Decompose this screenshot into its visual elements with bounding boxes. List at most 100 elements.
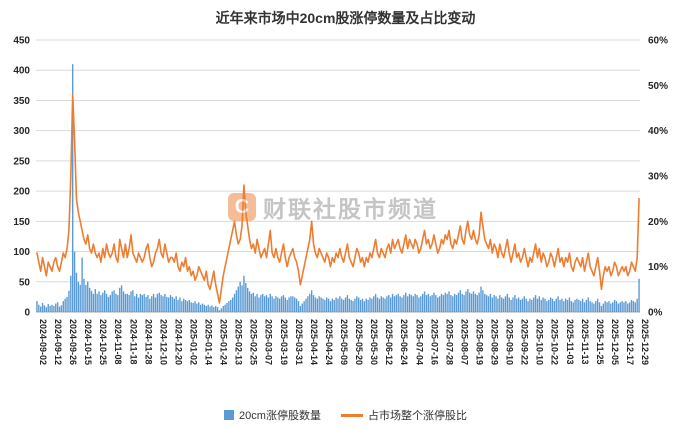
bar xyxy=(73,251,76,312)
bar xyxy=(378,298,381,312)
bar xyxy=(295,298,298,312)
chart-legend: 20cm涨停股数量 占市场整个涨停股比 xyxy=(0,407,691,423)
bar xyxy=(369,297,371,312)
bar xyxy=(203,304,206,312)
bar xyxy=(440,293,443,312)
bar xyxy=(457,292,460,312)
bar xyxy=(235,290,238,312)
bar xyxy=(516,298,518,312)
right-axis-tick-label: 0% xyxy=(648,308,663,319)
bar xyxy=(198,302,200,312)
x-axis-tick-label: 2025-11-13 xyxy=(580,319,590,365)
x-axis-tick-label: 2024-09-02 xyxy=(38,319,48,365)
bar xyxy=(431,295,433,312)
bar xyxy=(216,307,219,312)
bar xyxy=(282,295,285,312)
bar xyxy=(292,296,294,312)
x-axis-tick-label: 2024-12-10 xyxy=(158,319,168,365)
bar xyxy=(228,301,230,312)
x-axis-tick-label: 2025-07-28 xyxy=(444,319,454,365)
bar xyxy=(580,301,582,312)
left-axis-tick-label: 200 xyxy=(13,187,30,198)
x-axis-tick-label: 2025-05-30 xyxy=(369,319,379,365)
bar xyxy=(549,297,552,312)
bar xyxy=(103,290,106,312)
bar xyxy=(196,303,198,312)
bar xyxy=(517,297,520,312)
bar xyxy=(416,295,418,312)
bar xyxy=(154,297,157,312)
x-axis-tick-label: 2024-09-12 xyxy=(53,319,63,365)
bar xyxy=(105,293,108,312)
bar xyxy=(173,298,175,312)
bar xyxy=(621,301,623,312)
x-axis-tick-label: 2024-11-28 xyxy=(143,319,153,365)
x-axis-tick-label: 2025-02-13 xyxy=(234,319,244,365)
bar xyxy=(239,281,241,312)
bar xyxy=(627,303,629,312)
x-axis-tick-label: 2025-01-24 xyxy=(219,319,229,365)
bar xyxy=(111,291,113,312)
bar xyxy=(45,307,48,312)
bar xyxy=(324,299,326,312)
bar xyxy=(593,303,595,312)
x-axis-tick-label: 2025-05-20 xyxy=(354,319,364,365)
bar xyxy=(60,305,63,312)
x-axis-tick-label: 2025-12-05 xyxy=(610,319,620,365)
bar xyxy=(230,299,232,312)
bar xyxy=(254,296,256,312)
bar xyxy=(38,304,40,312)
bar xyxy=(294,297,296,312)
x-axis-tick-label: 2025-01-14 xyxy=(204,319,214,365)
bar xyxy=(348,298,350,312)
bar xyxy=(132,290,134,312)
bar xyxy=(192,302,194,312)
legend-label-ratio: 占市场整个涨停股比 xyxy=(367,410,467,422)
bar xyxy=(568,297,571,312)
bar xyxy=(444,292,446,312)
bar xyxy=(521,298,524,312)
bar xyxy=(147,295,149,312)
bar xyxy=(544,298,546,312)
bar xyxy=(467,289,469,312)
bar xyxy=(143,293,145,312)
bar xyxy=(519,299,522,312)
bar xyxy=(463,295,465,312)
bar xyxy=(288,297,290,312)
bar xyxy=(482,290,484,312)
x-axis-tick-label: 2025-08-07 xyxy=(459,319,469,365)
bar xyxy=(595,301,597,312)
bar xyxy=(258,297,260,312)
right-axis-tick-label: 20% xyxy=(648,217,668,228)
bar xyxy=(350,299,352,312)
bar xyxy=(410,295,413,312)
bar xyxy=(222,305,224,312)
bar xyxy=(113,290,115,312)
bar xyxy=(425,295,428,312)
left-axis-tick-label: 0 xyxy=(24,308,30,319)
right-axis-tick-label: 50% xyxy=(648,81,668,92)
bar xyxy=(331,298,334,312)
x-axis-tick-label: 2025-08-29 xyxy=(490,319,500,365)
bar xyxy=(224,304,226,312)
bar xyxy=(574,299,576,312)
bar xyxy=(183,298,185,312)
bar xyxy=(376,297,379,312)
x-axis-tick-label: 2025-03-19 xyxy=(279,319,289,365)
bar xyxy=(389,297,392,312)
bar xyxy=(250,293,253,312)
bar xyxy=(245,282,247,312)
x-axis-tick-label: 2025-11-03 xyxy=(565,319,575,365)
bar xyxy=(442,295,445,312)
left-axis-tick-label: 450 xyxy=(13,36,30,47)
bar xyxy=(403,295,405,312)
bar xyxy=(525,298,527,312)
bar xyxy=(310,290,313,312)
bar xyxy=(130,291,132,312)
bar xyxy=(314,297,317,312)
bar xyxy=(499,295,501,312)
bar xyxy=(480,286,482,312)
bar xyxy=(213,307,215,312)
right-axis-tick-label: 40% xyxy=(648,126,668,137)
